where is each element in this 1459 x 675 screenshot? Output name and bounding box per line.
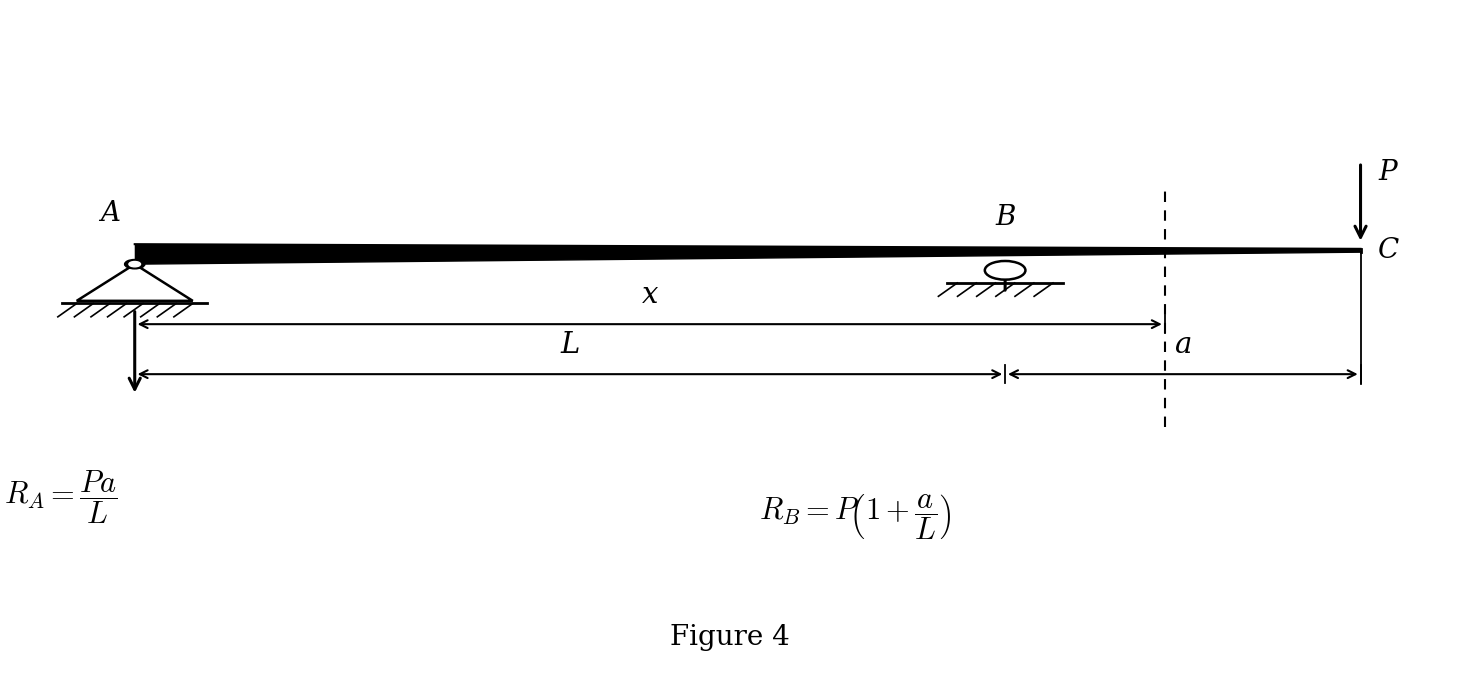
Text: C: C [1377,237,1399,264]
Text: $R_B = P\!\left(1 + \dfrac{a}{L}\right)$: $R_B = P\!\left(1 + \dfrac{a}{L}\right)$ [759,493,951,542]
Polygon shape [134,244,1361,264]
Polygon shape [77,264,193,301]
Text: A: A [101,200,120,227]
Circle shape [128,261,140,267]
Text: Figure 4: Figure 4 [670,624,789,651]
Text: P: P [1377,159,1396,186]
Text: a: a [1174,331,1192,360]
Circle shape [985,261,1026,279]
Circle shape [124,259,144,269]
Text: B: B [995,204,1015,231]
Text: L: L [560,331,579,360]
Text: x: x [642,281,658,310]
Text: $R_A = \dfrac{Pa}{L}$: $R_A = \dfrac{Pa}{L}$ [4,468,118,526]
